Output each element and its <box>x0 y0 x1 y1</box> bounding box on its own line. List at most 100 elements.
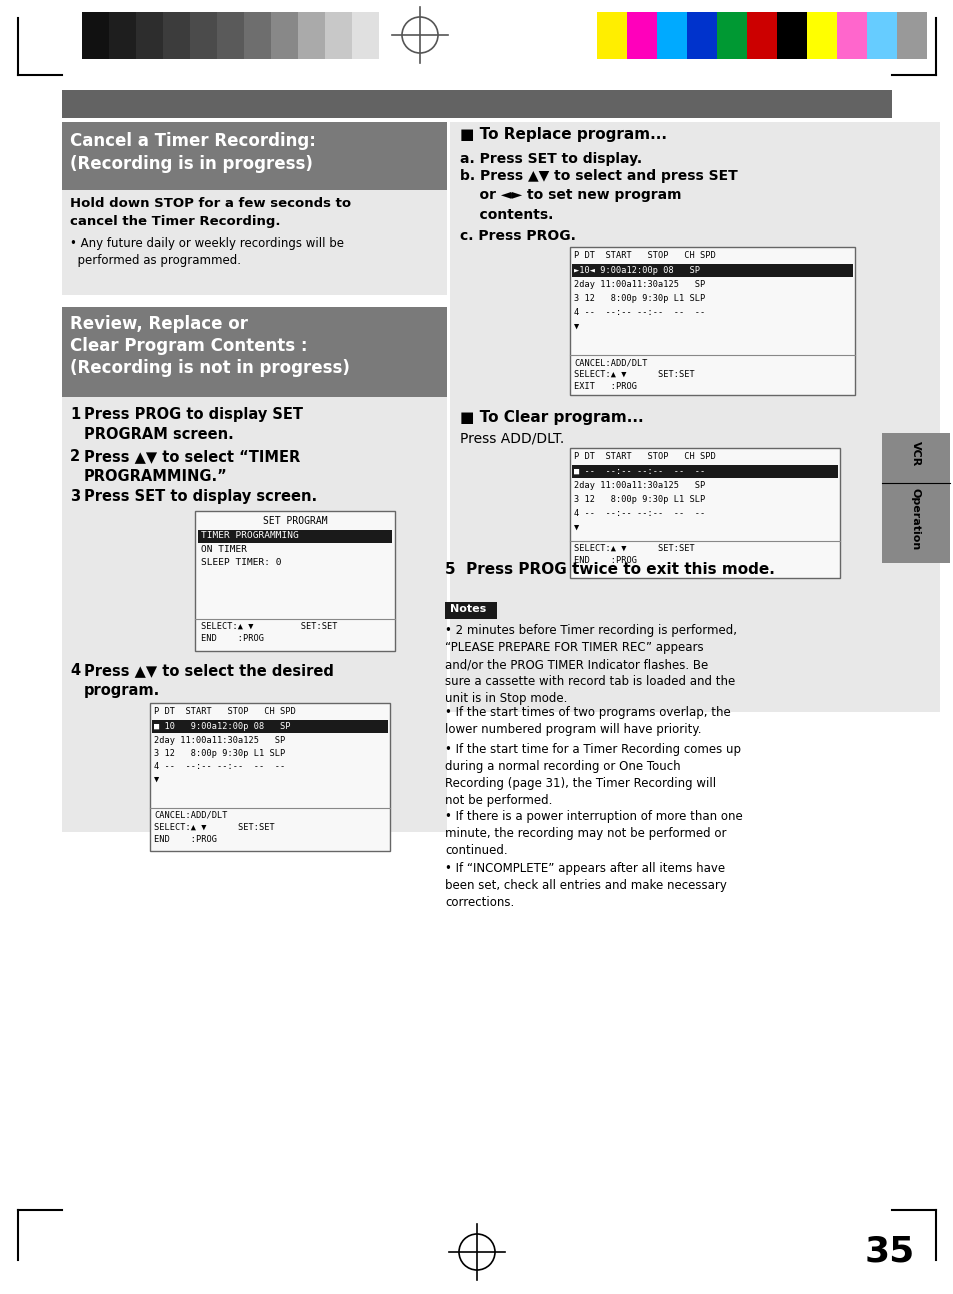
Text: Notes: Notes <box>450 604 486 613</box>
Text: ▼: ▼ <box>574 523 578 532</box>
Text: 2day 11:00a11:30a125   SP: 2day 11:00a11:30a125 SP <box>574 481 704 490</box>
Bar <box>882 433 949 563</box>
Bar <box>569 448 840 578</box>
Text: 2day 11:00a11:30a125   SP: 2day 11:00a11:30a125 SP <box>574 280 704 289</box>
Text: (Recording is in progress): (Recording is in progress) <box>70 155 313 173</box>
Text: 3 12   8:00p 9:30p L1 SLP: 3 12 8:00p 9:30p L1 SLP <box>574 294 704 303</box>
Bar <box>297 12 325 60</box>
Text: 5  Press PROG twice to exit this mode.: 5 Press PROG twice to exit this mode. <box>444 562 774 577</box>
Bar <box>244 12 271 60</box>
Bar <box>62 307 447 397</box>
Text: c. Press PROG.: c. Press PROG. <box>459 229 576 243</box>
Text: SLEEP TIMER: 0: SLEEP TIMER: 0 <box>201 558 281 567</box>
Text: Operation: Operation <box>910 488 920 550</box>
Text: a. Press SET to display.: a. Press SET to display. <box>459 151 641 166</box>
Text: • If the start time for a Timer Recording comes up
during a normal recording or : • If the start time for a Timer Recordin… <box>444 743 740 807</box>
Text: CANCEL:ADD/DLT: CANCEL:ADD/DLT <box>153 811 227 820</box>
Text: Press SET to display screen.: Press SET to display screen. <box>84 489 316 503</box>
Text: ►10◄ 9:00a12:00p 08   SP: ►10◄ 9:00a12:00p 08 SP <box>574 267 700 276</box>
Text: P DT  START   STOP   CH SPD: P DT START STOP CH SPD <box>574 452 715 461</box>
Text: ON TIMER: ON TIMER <box>201 545 247 554</box>
Bar <box>896 12 926 60</box>
Text: 2: 2 <box>70 449 80 465</box>
Bar <box>109 12 136 60</box>
Text: 3 12   8:00p 9:30p L1 SLP: 3 12 8:00p 9:30p L1 SLP <box>153 749 285 758</box>
Text: • Any future daily or weekly recordings will be
  performed as programmed.: • Any future daily or weekly recordings … <box>70 237 344 267</box>
Text: Cancel a Timer Recording:: Cancel a Timer Recording: <box>70 132 315 150</box>
Text: 4 --  --:-- --:--  --  --: 4 -- --:-- --:-- -- -- <box>153 762 285 771</box>
Text: Press ▲▼ to select “TIMER
PROGRAMMING.”: Press ▲▼ to select “TIMER PROGRAMMING.” <box>84 449 300 484</box>
Bar <box>657 12 686 60</box>
Bar <box>198 531 392 543</box>
Bar <box>450 122 939 712</box>
Bar <box>717 12 746 60</box>
Bar <box>82 12 109 60</box>
Text: Hold down STOP for a few seconds to
cancel the Timer Recording.: Hold down STOP for a few seconds to canc… <box>70 197 351 228</box>
Bar <box>0 0 953 115</box>
Bar <box>572 264 852 277</box>
Text: P DT  START   STOP   CH SPD: P DT START STOP CH SPD <box>153 707 295 716</box>
Bar <box>866 12 896 60</box>
Text: CANCEL:ADD/DLT: CANCEL:ADD/DLT <box>574 358 647 367</box>
Text: END    :PROG: END :PROG <box>153 835 216 844</box>
Bar <box>378 12 406 60</box>
Bar <box>62 122 447 190</box>
Text: EXIT   :PROG: EXIT :PROG <box>574 382 637 391</box>
Text: P DT  START   STOP   CH SPD: P DT START STOP CH SPD <box>574 251 715 260</box>
Text: Clear Program Contents :: Clear Program Contents : <box>70 336 307 355</box>
Bar <box>572 465 837 477</box>
Text: SELECT:▲ ▼      SET:SET: SELECT:▲ ▼ SET:SET <box>153 823 274 832</box>
Text: 1: 1 <box>70 408 80 422</box>
Text: TIMER PROGRAMMING: TIMER PROGRAMMING <box>201 531 298 540</box>
Text: ■ --  --:-- --:--  --  --: ■ -- --:-- --:-- -- -- <box>574 467 704 476</box>
Text: 2day 11:00a11:30a125   SP: 2day 11:00a11:30a125 SP <box>153 736 285 745</box>
Text: • 2 minutes before Timer recording is performed,
“PLEASE PREPARE FOR TIMER REC” : • 2 minutes before Timer recording is pe… <box>444 624 737 705</box>
Bar <box>150 703 390 851</box>
Bar <box>450 122 939 712</box>
Text: SELECT:▲ ▼         SET:SET: SELECT:▲ ▼ SET:SET <box>201 622 337 631</box>
Text: Press PROG to display SET
PROGRAM screen.: Press PROG to display SET PROGRAM screen… <box>84 408 303 441</box>
Text: 4: 4 <box>70 663 80 678</box>
Bar <box>152 719 388 732</box>
Text: ▼: ▼ <box>574 322 578 331</box>
Text: SELECT:▲ ▼      SET:SET: SELECT:▲ ▼ SET:SET <box>574 543 694 553</box>
Text: VCR: VCR <box>910 441 920 466</box>
Bar <box>597 12 626 60</box>
Bar <box>325 12 352 60</box>
Text: 35: 35 <box>864 1234 914 1269</box>
Text: ■ 10   9:00a12:00p 08   SP: ■ 10 9:00a12:00p 08 SP <box>153 722 291 731</box>
Text: 3: 3 <box>70 489 80 503</box>
Text: ■ To Clear program...: ■ To Clear program... <box>459 410 643 424</box>
Bar <box>836 12 866 60</box>
Text: 4 --  --:-- --:--  --  --: 4 -- --:-- --:-- -- -- <box>574 509 704 518</box>
Bar <box>62 190 447 295</box>
Bar <box>626 12 657 60</box>
Text: Press ADD/DLT.: Press ADD/DLT. <box>459 432 563 446</box>
Text: • If the start times of two programs overlap, the
lower numbered program will ha: • If the start times of two programs ove… <box>444 707 730 736</box>
Text: ▼: ▼ <box>153 775 159 784</box>
Text: Press ▲▼ to select the desired
program.: Press ▲▼ to select the desired program. <box>84 663 334 697</box>
Bar <box>62 397 447 832</box>
Bar <box>216 12 244 60</box>
Text: END    :PROG: END :PROG <box>201 634 264 643</box>
Text: SELECT:▲ ▼      SET:SET: SELECT:▲ ▼ SET:SET <box>574 370 694 379</box>
Text: • If there is a power interruption of more than one
minute, the recording may no: • If there is a power interruption of mo… <box>444 810 742 857</box>
Bar <box>746 12 776 60</box>
Text: Review, Replace or: Review, Replace or <box>70 314 248 333</box>
Text: 4 --  --:-- --:--  --  --: 4 -- --:-- --:-- -- -- <box>574 308 704 317</box>
Bar <box>444 602 497 619</box>
Bar <box>190 12 216 60</box>
Bar <box>352 12 378 60</box>
Text: ■ To Replace program...: ■ To Replace program... <box>459 127 666 142</box>
Bar <box>271 12 297 60</box>
Bar <box>194 511 395 651</box>
Bar <box>136 12 163 60</box>
Bar <box>776 12 806 60</box>
Bar <box>163 12 190 60</box>
Bar <box>569 247 854 395</box>
Text: END    :PROG: END :PROG <box>574 556 637 565</box>
Text: • If “INCOMPLETE” appears after all items have
been set, check all entries and m: • If “INCOMPLETE” appears after all item… <box>444 862 726 908</box>
Bar <box>806 12 836 60</box>
Text: 3 12   8:00p 9:30p L1 SLP: 3 12 8:00p 9:30p L1 SLP <box>574 496 704 503</box>
Bar <box>62 91 891 118</box>
